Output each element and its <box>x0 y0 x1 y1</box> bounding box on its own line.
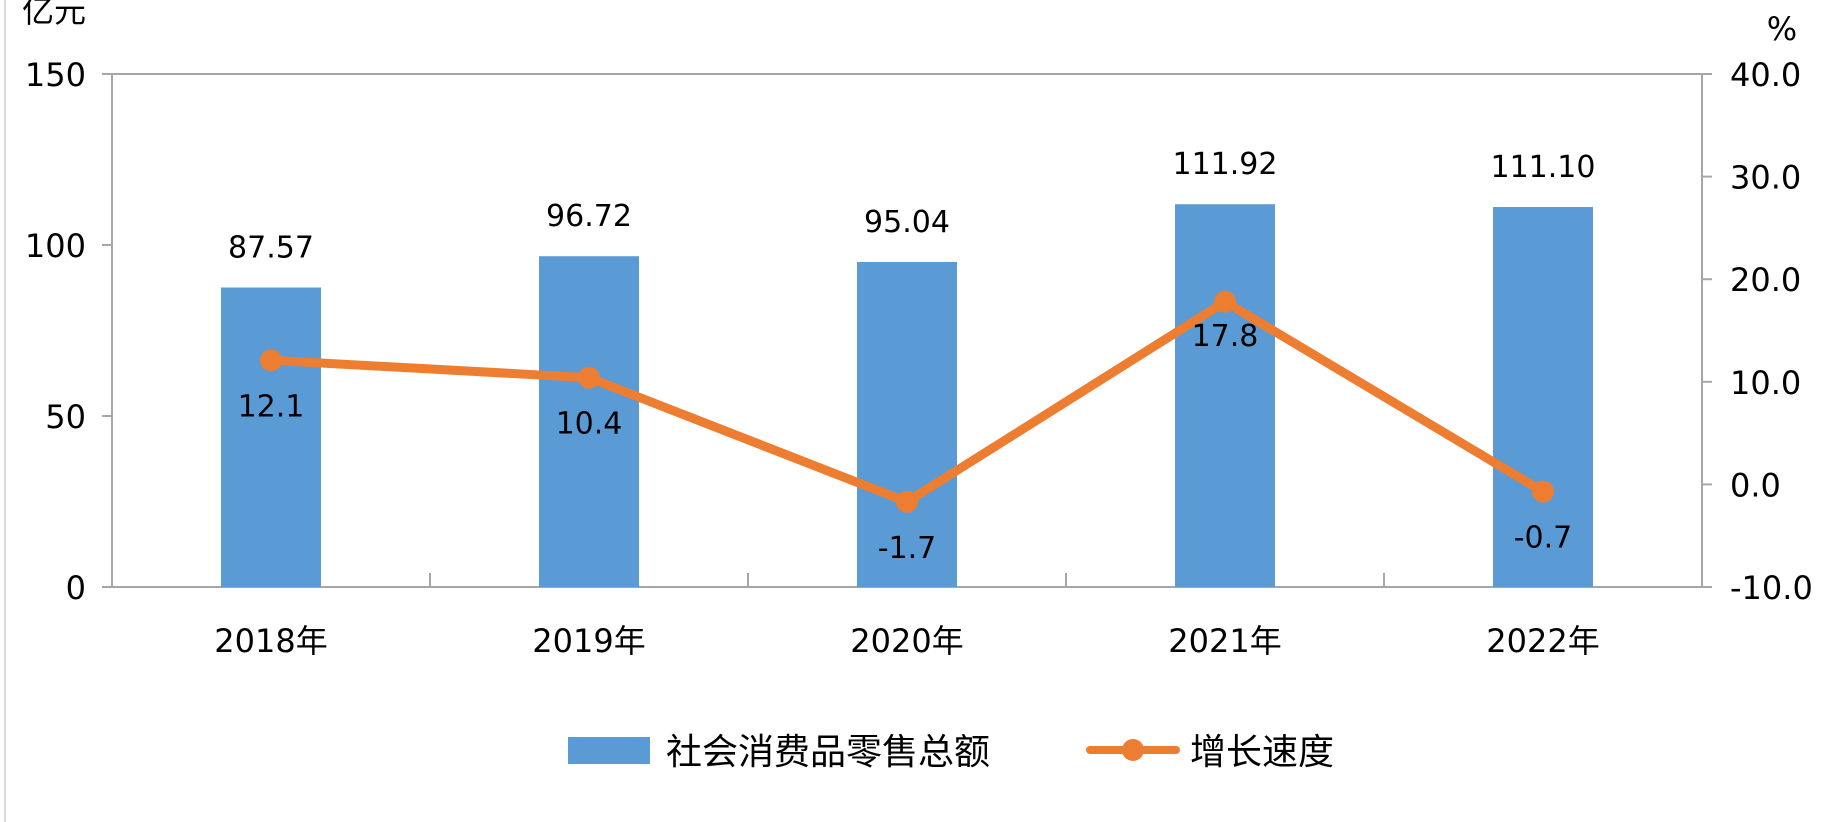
x-category-label: 2019年 <box>532 622 645 660</box>
left-border-line <box>4 0 6 822</box>
legend-bar-label: 社会消费品零售总额 <box>666 732 990 773</box>
right-y-tick-label: 0.0 <box>1730 466 1781 504</box>
left-y-tick-label: 0 <box>66 569 86 607</box>
line-point <box>578 366 600 389</box>
x-category-label: 2021年 <box>1168 622 1281 660</box>
growth-value-label: 17.8 <box>1192 319 1259 354</box>
right-axis-unit: % <box>1767 10 1797 48</box>
right-y-tick-label: 30.0 <box>1730 159 1801 197</box>
x-category-label: 2018年 <box>214 622 327 660</box>
legend-bar-swatch <box>568 737 650 764</box>
bar-value-label: 111.10 <box>1491 150 1596 185</box>
left-axis-unit: 亿元 <box>22 0 86 30</box>
bar-series <box>221 204 1593 588</box>
x-category-label: 2022年 <box>1486 622 1599 660</box>
bar <box>857 261 957 587</box>
legend: 社会消费品零售总额 增长速度 <box>568 732 1334 773</box>
bar-value-label: 95.04 <box>864 205 950 240</box>
right-y-tick-label: -10.0 <box>1730 569 1813 607</box>
line-point <box>1214 290 1236 313</box>
axes: 0 50 100 150 -10.0 0.0 10.0 20.0 30.0 40.0 2018年 20… <box>22 0 1813 660</box>
growth-value-label: -1.7 <box>878 531 937 566</box>
left-y-tick-label: 100 <box>25 227 86 265</box>
right-y-tick-label: 10.0 <box>1730 364 1801 402</box>
left-y-tick-label: 150 <box>25 56 86 94</box>
x-category-label: 2020年 <box>850 622 963 660</box>
bar <box>221 287 321 587</box>
bar <box>539 256 639 587</box>
line-point <box>260 349 282 372</box>
data-labels: 87.57 96.72 95.04 111.92 111.10 12.1 10.4 -1.7 1… <box>228 147 1595 566</box>
bar-value-label: 111.92 <box>1173 147 1278 182</box>
bar <box>1175 204 1275 588</box>
line-point <box>896 490 918 513</box>
growth-value-label: 12.1 <box>238 389 305 424</box>
growth-value-label: -0.7 <box>1514 521 1573 556</box>
right-y-tick-label: 40.0 <box>1730 56 1801 94</box>
right-y-tick-label: 20.0 <box>1730 261 1801 299</box>
bar-value-label: 87.57 <box>228 231 314 266</box>
legend-line-label: 增长速度 <box>1190 732 1334 773</box>
growth-value-label: 10.4 <box>556 407 623 442</box>
legend-line-marker <box>1122 739 1144 761</box>
bar-value-label: 96.72 <box>546 199 632 234</box>
bar <box>1493 207 1593 587</box>
line-point <box>1532 480 1554 503</box>
left-y-tick-label: 50 <box>45 398 86 436</box>
line-series <box>260 290 1554 513</box>
